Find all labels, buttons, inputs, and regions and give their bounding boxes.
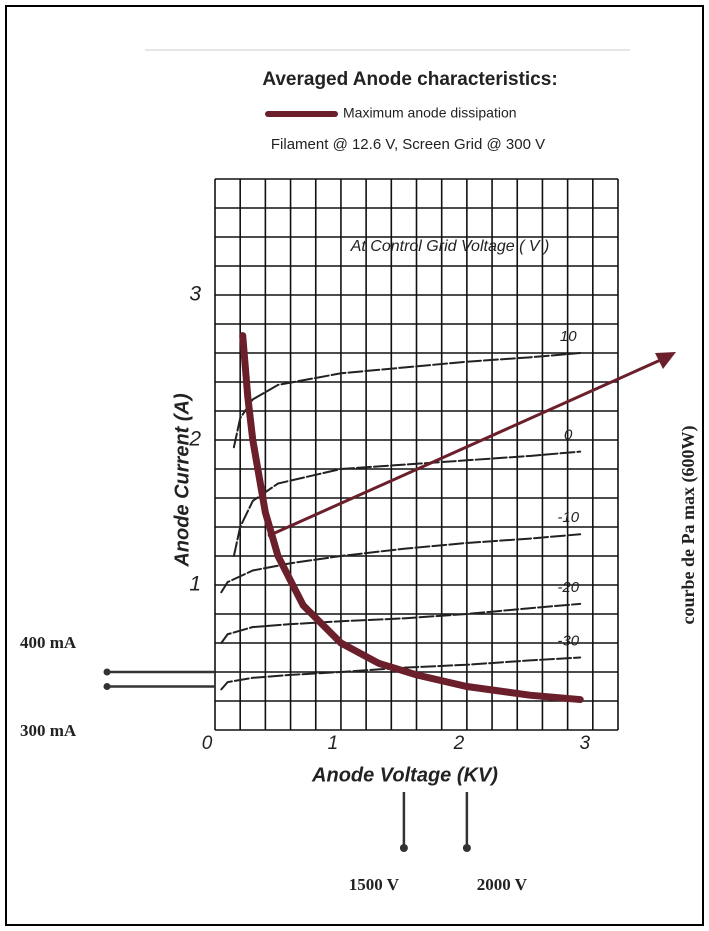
y-tick-label: 2	[188, 428, 201, 451]
chart-title: Averaged Anode characteristics:	[262, 69, 557, 90]
annotation: At Control Grid Voltage ( V )	[350, 238, 550, 255]
legend-label: Maximum anode dissipation	[343, 105, 517, 121]
reference-dot	[462, 844, 471, 852]
x-axis-label: Anode Voltage (KV)	[311, 764, 498, 786]
y-tick-label: 1	[189, 573, 201, 596]
series-label: -20	[557, 579, 579, 596]
x-tick-label: 3	[580, 733, 591, 754]
series-line	[232, 450, 582, 557]
reference-label: 300 mA	[20, 721, 77, 740]
reference-label: 400 mA	[20, 633, 77, 652]
x-tick-label: 1	[328, 733, 339, 754]
series-line	[232, 352, 582, 449]
reference-dot	[103, 668, 111, 676]
x-tick-label: 0	[202, 733, 213, 754]
reference-label: 1500 V	[349, 875, 400, 894]
series-line	[220, 602, 582, 644]
arrow-head	[655, 352, 676, 369]
series-label: 10	[560, 328, 577, 345]
series-label: -30	[557, 632, 579, 649]
series-label: -10	[557, 509, 579, 526]
reference-dot	[399, 844, 408, 852]
arrow	[267, 356, 666, 538]
frame	[5, 5, 704, 926]
chart-subtitle: Filament @ 12.6 V, Screen Grid @ 300 V	[271, 136, 545, 153]
reference-dot	[103, 683, 111, 690]
series-label: 0	[564, 427, 573, 444]
series-line	[220, 656, 582, 691]
dissipation-curve	[239, 332, 584, 704]
y-tick-label: 3	[189, 283, 201, 306]
x-tick-label: 2	[453, 733, 465, 754]
y-axis-label: Anode Current (A)	[171, 393, 193, 568]
side-note: courbe de Pa max (600W)	[678, 426, 699, 625]
reference-label: 2000 V	[477, 875, 528, 894]
series-line	[220, 533, 582, 594]
